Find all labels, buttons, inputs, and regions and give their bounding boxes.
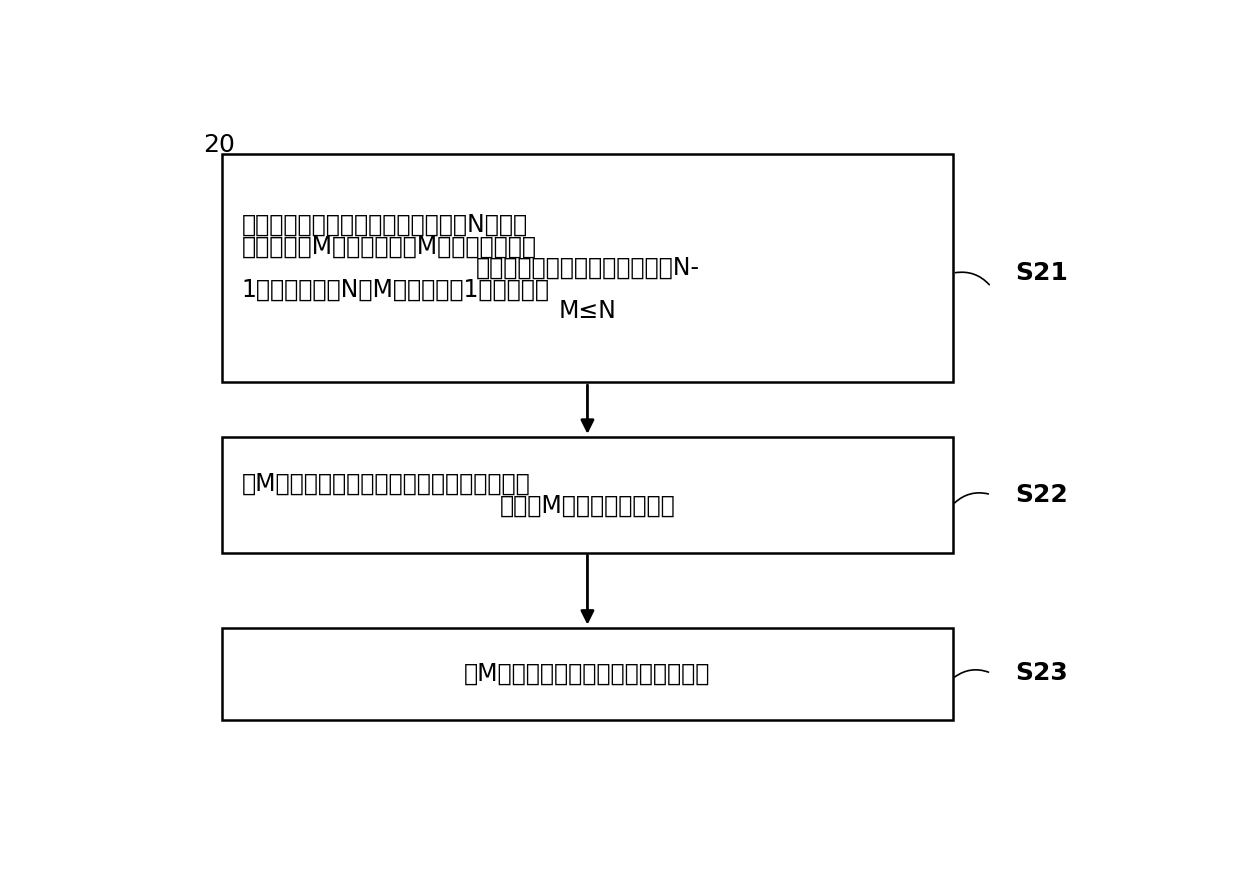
Text: 20: 20 bbox=[203, 134, 234, 158]
Bar bbox=[222, 436, 952, 552]
Text: ，得到M路不同延时的通道: ，得到M路不同延时的通道 bbox=[500, 494, 676, 518]
Text: 将M路不同延时的通道进行合波后输出: 将M路不同延时的通道进行合波后输出 bbox=[464, 661, 711, 686]
Bar bbox=[222, 627, 952, 720]
Text: M≤N: M≤N bbox=[558, 299, 616, 323]
Text: 在不同速率混合传输的光网络中，将N个波长: 在不同速率混合传输的光网络中，将N个波长 bbox=[242, 213, 527, 237]
Text: 路包含至少一个信道，最多包含N-: 路包含至少一个信道，最多包含N- bbox=[475, 256, 699, 280]
Bar bbox=[222, 154, 952, 382]
Text: S21: S21 bbox=[1016, 261, 1068, 285]
Text: 的信道分成M路通道，所述M路通道中的每一: 的信道分成M路通道，所述M路通道中的每一 bbox=[242, 235, 537, 258]
Text: S22: S22 bbox=[1016, 482, 1068, 506]
Text: 对M路通道中的每一路进行不同时延量的延时: 对M路通道中的每一路进行不同时延量的延时 bbox=[242, 472, 531, 496]
Text: S23: S23 bbox=[1016, 661, 1068, 685]
Text: 1个信道，其中N和M分别为大于1的正整数且: 1个信道，其中N和M分别为大于1的正整数且 bbox=[242, 278, 549, 302]
